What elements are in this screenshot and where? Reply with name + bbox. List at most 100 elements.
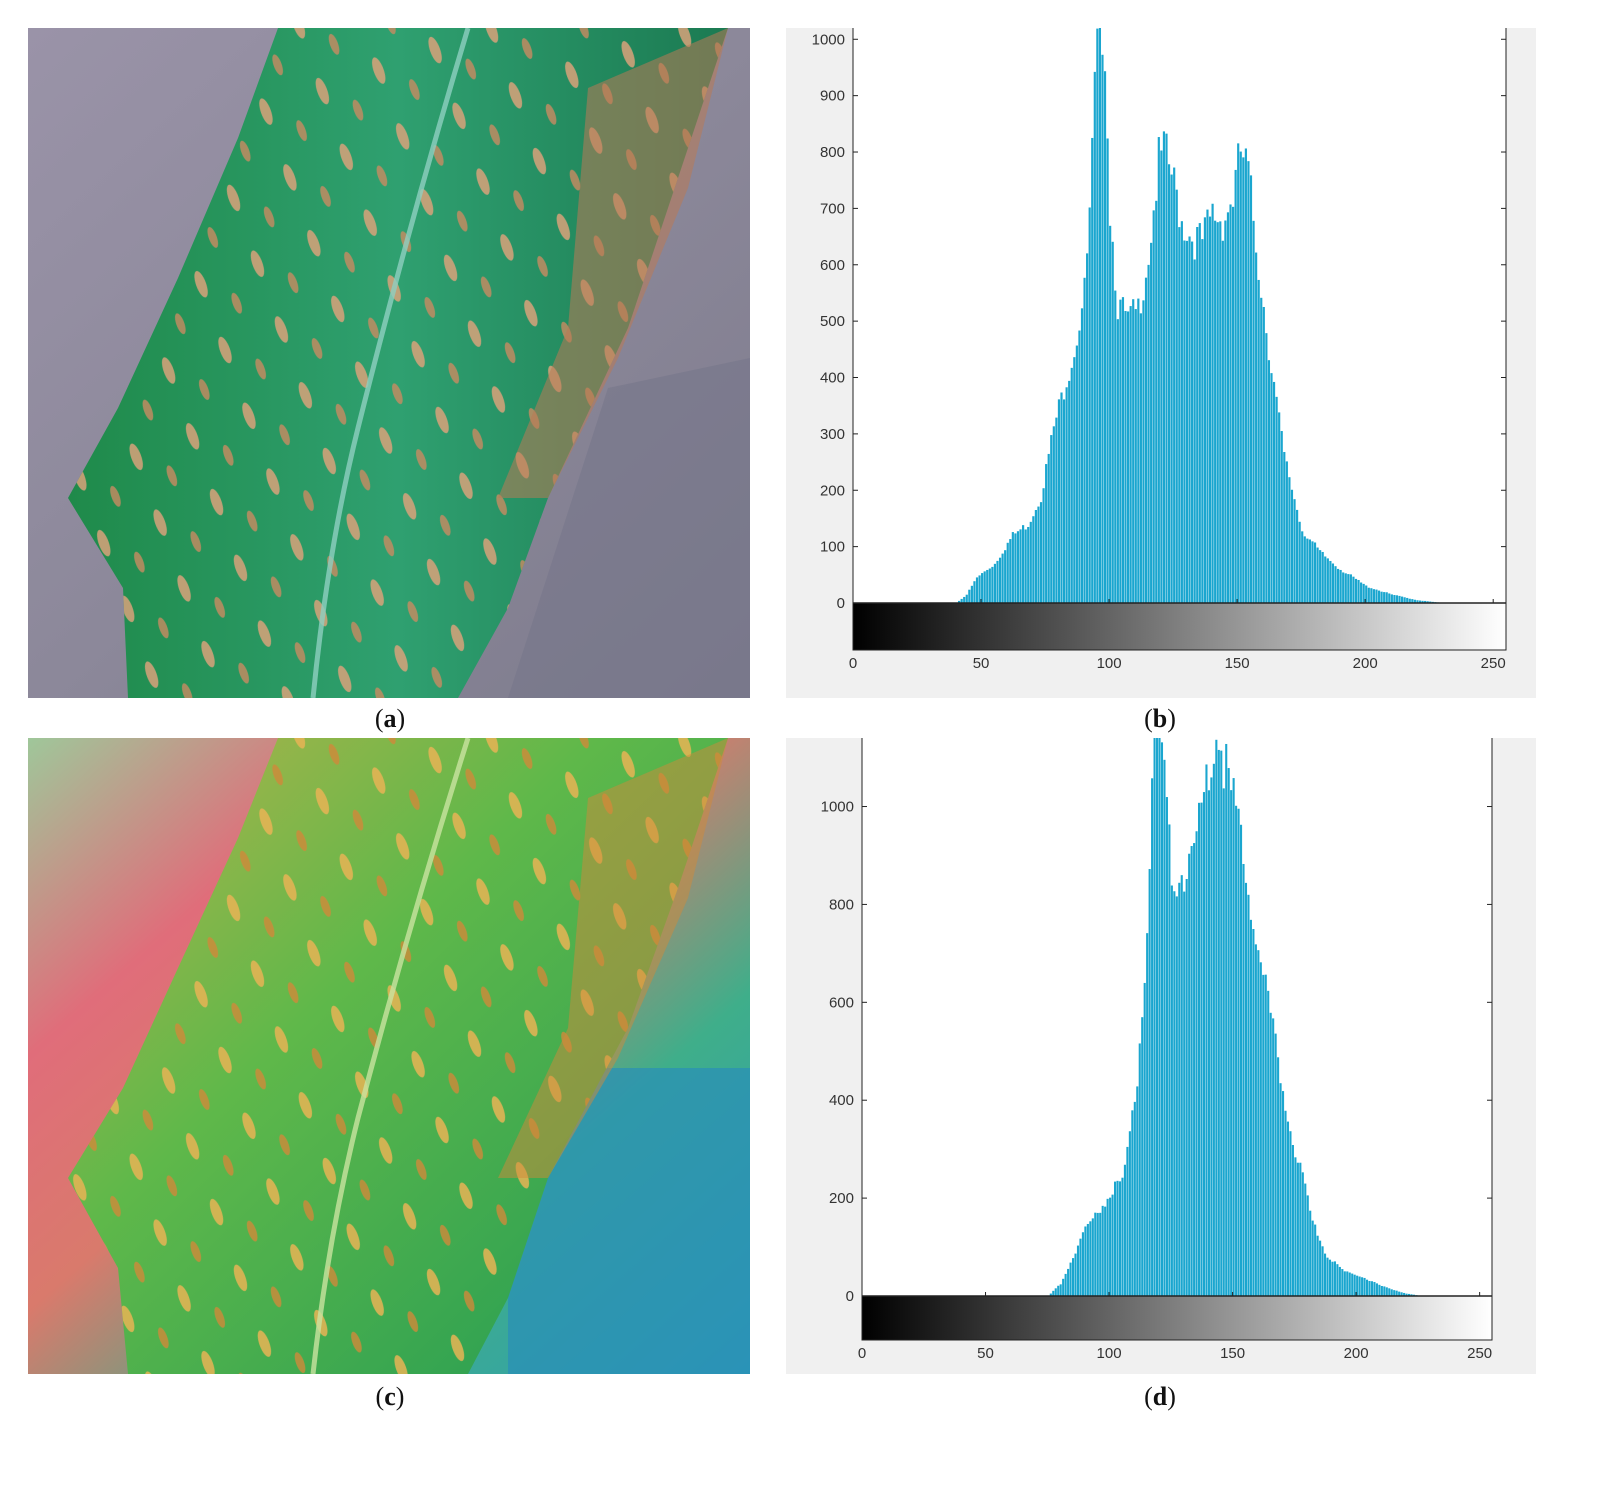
histogram-bar [1283,452,1286,603]
x-tick-label: 0 [849,655,857,672]
y-tick-label: 600 [820,257,845,274]
histogram-bar [1217,749,1220,1296]
histogram-bar [1076,1245,1080,1296]
histogram-bar [1416,600,1419,603]
histogram-bar [1190,846,1193,1296]
histogram-bar [1147,264,1150,603]
histogram-bar [1167,164,1171,603]
histogram-bar [986,569,989,603]
histogram-bar [1239,151,1242,603]
histogram-bar [1367,587,1370,603]
histogram-bar [1240,824,1243,1296]
histogram-bar [1191,241,1194,604]
histogram-bar [1049,1293,1052,1296]
histogram-bar [1398,595,1401,603]
histogram-bar [1039,502,1043,603]
histogram-bar [1306,538,1309,603]
histogram-bar [1062,399,1066,603]
histogram-bar [1200,802,1203,1296]
y-tick-label: 800 [829,896,854,913]
histogram-bar [1088,207,1091,603]
histogram-bar [1121,297,1125,603]
histogram-bar [957,600,961,603]
histogram-bar [1203,217,1206,603]
histogram-bar [1165,133,1168,603]
histogram-bar [1057,1285,1060,1296]
histogram-bar [1175,896,1178,1296]
histogram-bar [1338,1266,1341,1296]
histogram-bar [1009,539,1012,603]
histogram-bar [1064,1273,1067,1296]
histogram-bar [1006,542,1009,603]
histogram-bar [1259,962,1262,1296]
histogram-bar [1207,790,1210,1296]
histogram-bar [1193,843,1196,1296]
histogram-bar [1280,431,1283,603]
caption-c: (c) [375,1382,405,1411]
histogram-bar [1341,1269,1344,1296]
histogram-bar [1343,1271,1346,1296]
histogram-bar [1160,742,1164,1296]
leaf-photo-original [28,28,750,698]
histogram-bar [983,571,986,603]
histogram-bar [1128,1131,1131,1296]
histogram-bar [1096,1212,1099,1296]
histogram-bar [1062,1278,1065,1296]
histogram-bar [1247,161,1250,603]
histogram-bar [1411,599,1414,603]
histogram-bar [1262,974,1265,1296]
histogram-bar [963,596,966,603]
histogram-bar [1103,71,1107,603]
histogram-bar [1329,560,1332,603]
histogram-bar [1050,435,1053,603]
histogram-bar [1403,597,1406,603]
histogram-bar [1264,974,1267,1296]
histogram-bar [1214,220,1217,603]
histogram-bar [981,573,984,603]
histogram-bar [1252,220,1255,603]
histogram-bar [1227,768,1230,1296]
histogram-bar [1156,738,1159,1296]
histogram-bar [1215,739,1218,1296]
histogram-bar [1331,1261,1334,1296]
histogram-bar [975,577,979,603]
histogram-bar [960,598,963,603]
y-tick-label: 0 [846,1288,854,1305]
histogram-bar [1193,259,1196,603]
histogram-bar [1235,805,1238,1296]
bars [957,28,1442,604]
histogram-bar [1142,300,1145,603]
caption-a: (a) [374,704,406,733]
histogram-bar [1219,221,1222,604]
histogram-bar [1185,878,1188,1296]
histogram-bar [1308,539,1311,603]
histogram-bar [965,594,968,603]
histogram-bar [1132,299,1135,603]
histogram-bar [991,566,994,603]
histogram-bar [1078,330,1081,603]
histogram-bar [1311,1220,1314,1296]
histogram-bar [1277,1057,1280,1296]
histogram-bar [1109,225,1112,603]
histogram-bar [1206,209,1209,603]
histogram-bar [1170,174,1173,603]
histogram-bar [1336,1264,1339,1296]
histogram-bar [1202,792,1206,1296]
histogram-bar [1249,175,1253,603]
histogram-bar [1137,298,1140,603]
histogram-bar [1160,150,1163,603]
histogram-bar [1421,600,1424,603]
histogram-bar [1022,525,1025,603]
histogram-bar [1183,891,1186,1296]
histogram-panel-b: 0 100 200 300 400 500 600 700 800 900 1000 0 50 100 15… [786,28,1536,698]
histogram-bar [1222,788,1225,1296]
histogram-bar [1042,488,1045,603]
histogram-bar [988,568,991,603]
histogram-bar [1055,417,1058,603]
histogram-bar [1086,253,1089,603]
histogram-bar [1123,1164,1126,1296]
histogram-bar [1313,542,1317,603]
histogram-bar [1139,313,1142,603]
histogram-bar [1328,1259,1332,1296]
y-tick-label: 0 [837,595,845,612]
